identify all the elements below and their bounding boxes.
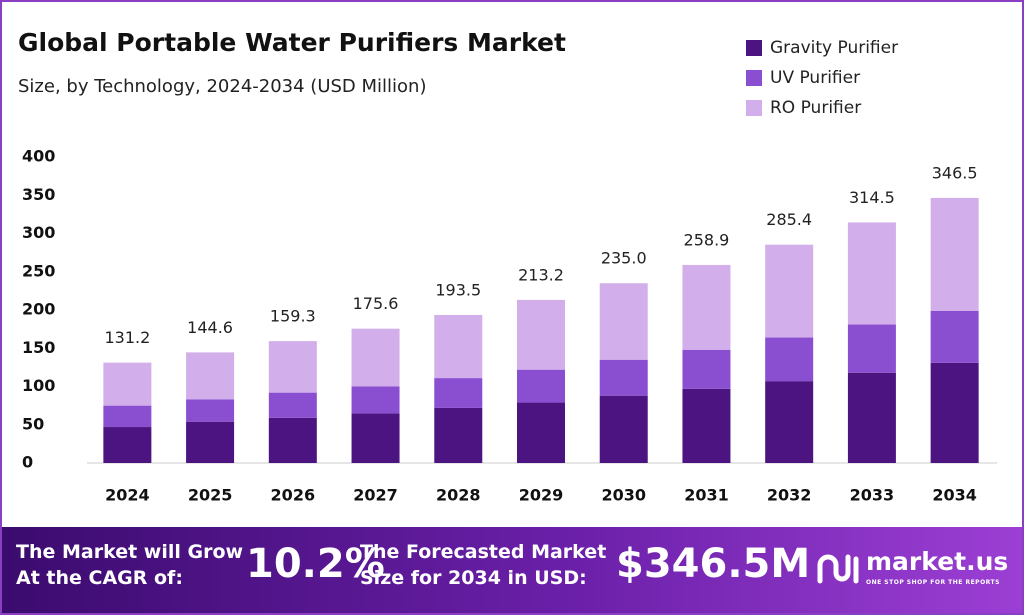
total-label: 285.4 <box>766 210 812 229</box>
total-label: 131.2 <box>104 328 150 347</box>
bar-segment <box>847 324 896 373</box>
x-tick-label: 2027 <box>353 486 398 505</box>
total-label: 193.5 <box>435 280 481 299</box>
brand-tagline: ONE STOP SHOP FOR THE REPORTS <box>866 579 1000 586</box>
bar-segment <box>599 395 648 463</box>
forecast-text: The Forecasted Market <box>360 541 607 563</box>
forecast-text: Size for 2034 in USD: <box>360 567 587 589</box>
x-tick-label: 2028 <box>436 486 481 505</box>
x-tick-label: 2030 <box>601 486 646 505</box>
bar-segment <box>186 352 235 400</box>
bar-segment <box>186 421 235 463</box>
legend-label: Gravity Purifier <box>770 38 898 58</box>
x-tick-label: 2024 <box>105 486 150 505</box>
y-tick-label: 300 <box>22 223 55 242</box>
bar-segment <box>351 413 400 463</box>
x-tick-label: 2033 <box>850 486 895 505</box>
x-tick-label: 2034 <box>932 486 977 505</box>
total-label: 235.0 <box>601 249 647 268</box>
chart-title: Global Portable Water Purifiers Market <box>18 28 566 57</box>
bar-segment <box>268 417 317 463</box>
bar-segment <box>599 359 648 396</box>
bar-segment <box>351 386 400 414</box>
bar-segment <box>765 381 814 463</box>
bar-segment <box>847 372 896 463</box>
x-tick-label: 2029 <box>519 486 564 505</box>
forecast-value: $346.5M <box>616 541 811 587</box>
legend-label: UV Purifier <box>770 68 860 88</box>
cagr-value: 10.2% <box>246 541 385 587</box>
bar-segment <box>682 349 731 389</box>
bar-segment <box>434 407 483 463</box>
bar-segment <box>930 197 979 311</box>
total-label: 314.5 <box>849 188 895 207</box>
x-tick-label: 2031 <box>684 486 729 505</box>
legend-swatch <box>746 40 762 56</box>
bar-segment <box>434 314 483 379</box>
bar-segment <box>930 310 979 363</box>
bar-segment <box>599 283 648 360</box>
bar-segment <box>682 388 731 463</box>
total-label: 258.9 <box>684 230 730 249</box>
total-label: 175.6 <box>353 294 399 313</box>
y-tick-label: 150 <box>22 338 55 357</box>
legend-swatch <box>746 100 762 116</box>
bar-segment <box>186 399 235 422</box>
y-tick-label: 350 <box>22 185 55 204</box>
bar-segment <box>268 392 317 418</box>
bar-segment <box>517 369 565 403</box>
brand-logo <box>817 554 859 584</box>
bar-segment <box>765 244 814 338</box>
total-label: 144.6 <box>187 318 233 337</box>
y-tick-label: 100 <box>22 376 55 395</box>
bar-segment <box>682 264 731 350</box>
cagr-text: The Market will Grow <box>16 541 244 563</box>
total-label: 346.5 <box>932 163 978 182</box>
bar-segment <box>268 341 317 393</box>
chart: Global Portable Water Purifiers Market S… <box>18 28 997 505</box>
bar-segment <box>351 328 400 387</box>
y-tick-label: 50 <box>22 414 44 433</box>
y-tick-label: 200 <box>22 300 55 319</box>
bar-segment <box>517 402 565 463</box>
chart-subtitle: Size, by Technology, 2024-2034 (USD Mill… <box>18 76 426 97</box>
y-tick-label: 0 <box>22 453 33 472</box>
footer: The Market will Grow At the CAGR of: 10.… <box>2 527 1022 613</box>
bar-segment <box>103 405 152 428</box>
bar-segment <box>930 362 979 463</box>
brand-name: market.us <box>866 547 1009 576</box>
bar-segment <box>765 337 814 382</box>
y-tick-label: 250 <box>22 261 55 280</box>
y-tick-label: 400 <box>22 147 55 166</box>
bar-segment <box>103 427 152 463</box>
total-label: 159.3 <box>270 307 316 326</box>
bar-segment <box>517 299 565 370</box>
bar-segment <box>103 362 152 406</box>
x-tick-label: 2032 <box>767 486 812 505</box>
bar-segment <box>847 222 896 325</box>
total-label: 213.2 <box>518 265 564 284</box>
legend-swatch <box>746 70 762 86</box>
x-tick-label: 2026 <box>271 486 316 505</box>
bar-segment <box>434 378 483 408</box>
legend-label: RO Purifier <box>770 98 861 118</box>
cagr-text: At the CAGR of: <box>16 567 183 589</box>
x-tick-label: 2025 <box>188 486 233 505</box>
